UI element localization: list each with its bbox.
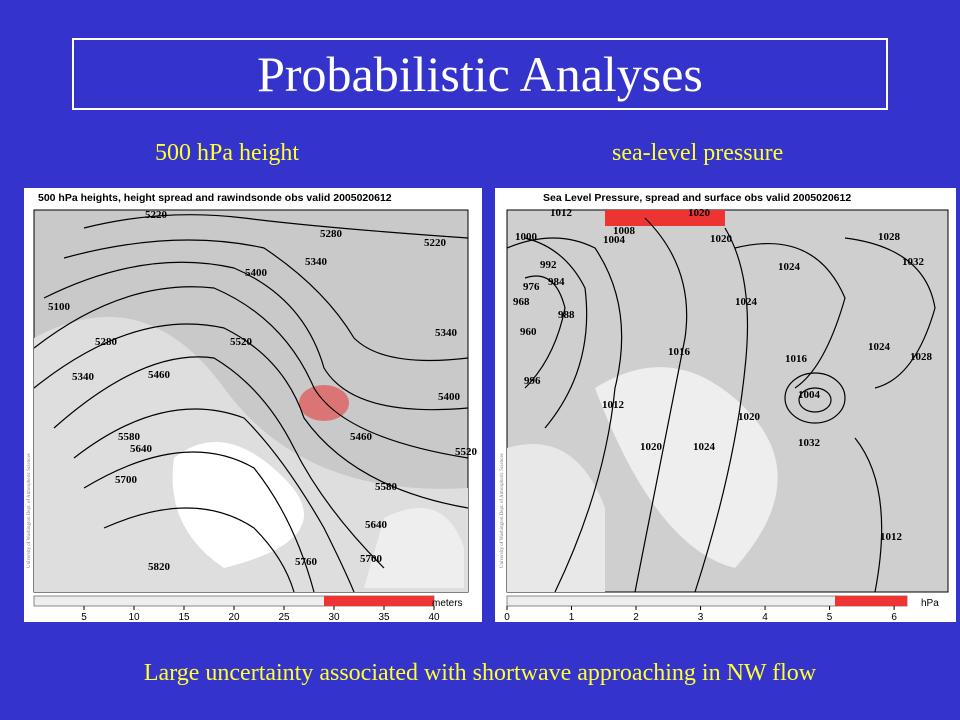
colorbar-tick-label: 5 xyxy=(81,612,87,622)
contour-label: 1000 xyxy=(515,231,538,243)
contour-label: 5400 xyxy=(245,267,268,279)
contour-label: 5220 xyxy=(145,209,168,221)
contour-label: 1004 xyxy=(798,389,821,401)
colorbar-tick-label: 30 xyxy=(328,612,340,622)
contour-label: 1016 xyxy=(668,346,691,358)
contour-label: 984 xyxy=(548,276,565,288)
colorbar-tick-label: 3 xyxy=(698,612,704,622)
contour-label: 5400 xyxy=(438,391,461,403)
contour-label: 5700 xyxy=(360,553,383,565)
colorbar-tick-label: 5 xyxy=(827,612,833,622)
contour-label: 1012 xyxy=(550,207,573,219)
map-header: Sea Level Pressure, spread and surface o… xyxy=(543,192,851,204)
left-subtitle: 500 hPa height xyxy=(155,140,299,166)
contour-label: 5580 xyxy=(375,481,398,493)
contour-label: 5100 xyxy=(48,301,71,313)
contour-label: 5460 xyxy=(350,431,373,443)
contour-label: 5340 xyxy=(435,327,458,339)
contour-label: 5340 xyxy=(305,256,328,268)
contour-label: 1028 xyxy=(910,351,933,363)
contour-label: 5460 xyxy=(148,369,171,381)
credit: University of Washington Dept. of Atmosp… xyxy=(500,453,505,568)
contour-label: 1032 xyxy=(798,437,821,449)
colorbar-unit: hPa xyxy=(921,598,939,609)
contour-label: 5700 xyxy=(115,474,138,486)
colorbar-tick-label: 25 xyxy=(278,612,290,622)
caption: Large uncertainty associated with shortw… xyxy=(143,660,817,686)
contour-label: 1020 xyxy=(640,441,663,453)
colorbar-tick-label: 40 xyxy=(428,612,440,622)
contour-label: 5760 xyxy=(295,556,318,568)
colorbar-tick-label: 15 xyxy=(178,612,190,622)
contour-label: 976 xyxy=(523,281,540,293)
contour-label: 5220 xyxy=(424,237,447,249)
colorbar-unit: meters xyxy=(432,598,463,609)
colorbar-tick-label: 1 xyxy=(569,612,575,622)
colorbar-tick-label: 2 xyxy=(633,612,639,622)
contour-label: 1012 xyxy=(880,531,903,543)
contour-label: 1020 xyxy=(688,207,711,219)
contour-label: 1024 xyxy=(693,441,716,453)
contour-label: 1024 xyxy=(868,341,891,353)
contour-label: 1004 xyxy=(603,234,626,246)
contour-label: 5520 xyxy=(455,446,478,458)
colorbar-tick-label: 20 xyxy=(228,612,240,622)
contour-label: 1016 xyxy=(785,353,808,365)
height-map-panel: 500 hPa heights, height spread and rawin… xyxy=(24,188,482,622)
contour-label: 1012 xyxy=(602,399,625,411)
contour-label: 1008 xyxy=(613,225,636,237)
contour-label: 5820 xyxy=(148,561,171,573)
contour-label: 968 xyxy=(513,296,530,308)
contour-label: 5340 xyxy=(72,371,95,383)
contour-label: 1020 xyxy=(710,233,733,245)
map-header: 500 hPa heights, height spread and rawin… xyxy=(38,192,392,204)
contour-label: 992 xyxy=(540,259,557,271)
contour-label: 996 xyxy=(524,375,541,387)
contour-label: 5280 xyxy=(320,228,343,240)
contour-label: 5520 xyxy=(230,336,253,348)
slide-title: Probabilistic Analyses xyxy=(72,38,888,110)
contour-label: 1024 xyxy=(735,296,758,308)
right-subtitle: sea-level pressure xyxy=(612,140,784,166)
contour-label: 960 xyxy=(520,326,537,338)
credit: University of Washington Dept. of Atmosp… xyxy=(27,453,32,568)
colorbar-tick-label: 10 xyxy=(128,612,140,622)
colorbar-tick-label: 4 xyxy=(762,612,768,622)
contour-label: 5640 xyxy=(365,519,388,531)
contour-label: 5580 xyxy=(118,431,141,443)
colorbar-tick-label: 6 xyxy=(891,612,897,622)
contour-label: 1024 xyxy=(778,261,801,273)
contour-label: 988 xyxy=(558,309,575,321)
contour-label: 1028 xyxy=(878,231,901,243)
contour-label: 5280 xyxy=(95,336,118,348)
colorbar-tick-label: 0 xyxy=(504,612,510,622)
contour-label: 1032 xyxy=(902,256,925,268)
pressure-map-panel: Sea Level Pressure, spread and surface o… xyxy=(495,188,956,622)
contour-label: 1020 xyxy=(738,411,761,423)
contour-label: 5640 xyxy=(130,443,153,455)
colorbar-tick-label: 35 xyxy=(378,612,390,622)
